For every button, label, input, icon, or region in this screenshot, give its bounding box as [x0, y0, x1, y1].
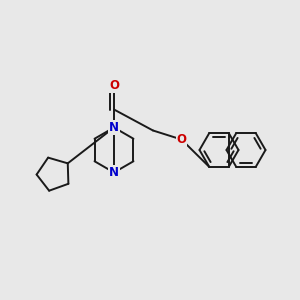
Text: O: O	[176, 133, 187, 146]
Text: N: N	[109, 121, 119, 134]
Text: O: O	[109, 79, 119, 92]
Text: N: N	[109, 166, 119, 179]
